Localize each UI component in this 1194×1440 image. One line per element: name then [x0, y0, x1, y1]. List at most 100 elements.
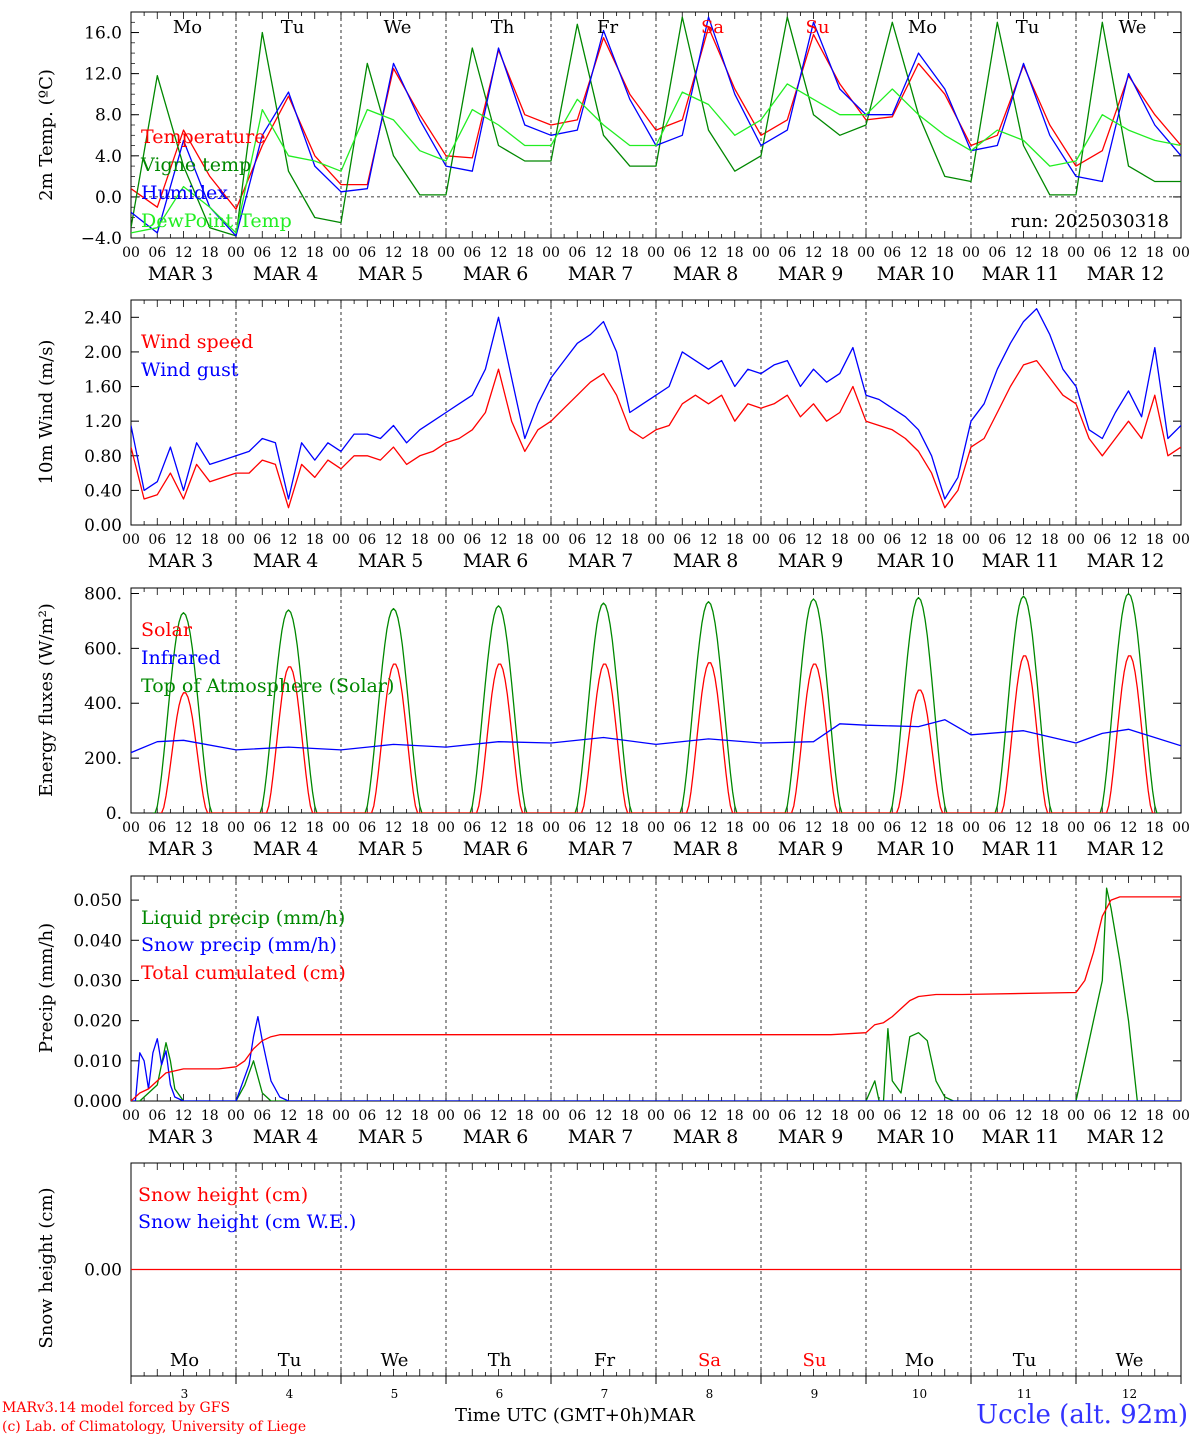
hour-label: 06 — [988, 532, 1006, 548]
hour-label: 12 — [1015, 1108, 1033, 1124]
hour-label: 12 — [805, 820, 823, 836]
hour-label: 06 — [253, 820, 271, 836]
hour-label: 06 — [778, 532, 796, 548]
hour-label: 06 — [883, 820, 901, 836]
date-label: MAR 5 — [358, 263, 424, 285]
hour-label: 12 — [700, 532, 718, 548]
hour-label: 00 — [122, 245, 140, 261]
hour-label: 06 — [463, 820, 481, 836]
series-line-temperature — [131, 26, 1181, 210]
hour-label: 18 — [831, 245, 849, 261]
date-label: MAR 9 — [778, 838, 844, 860]
date-label: MAR 4 — [253, 1126, 319, 1148]
date-number-label: 10 — [912, 1387, 927, 1401]
plot-frame — [130, 299, 1182, 526]
x-axis-title: Time UTC (GMT+0h)MAR — [455, 1405, 695, 1426]
hour-label: 00 — [1067, 820, 1085, 836]
date-label: MAR 6 — [463, 550, 529, 572]
hour-label: 00 — [1067, 1108, 1085, 1124]
weekday-top-label: Su — [806, 17, 830, 38]
weekday-top-label: Th — [491, 17, 515, 38]
y-tick-label: 2.40 — [84, 308, 122, 328]
date-label: MAR 10 — [877, 838, 955, 860]
legend-entry: Snow height (cm) — [138, 1184, 308, 1206]
y-tick-label: 0.80 — [84, 447, 122, 467]
hour-label: 18 — [1146, 532, 1164, 548]
y-axis-title: 10m Wind (m/s) — [36, 340, 57, 485]
y-tick-label: 8.0 — [95, 106, 122, 126]
hour-label: 12 — [595, 1108, 613, 1124]
hour-label: 18 — [516, 245, 534, 261]
hour-label: 00 — [227, 1108, 245, 1124]
hour-label: 06 — [883, 532, 901, 548]
hour-label: 06 — [673, 820, 691, 836]
hour-label: 12 — [175, 245, 193, 261]
y-axis-title: 2m Temp. (ºC) — [36, 69, 57, 201]
hour-label: 00 — [962, 245, 980, 261]
weekday-top-label: Mo — [173, 17, 202, 38]
hour-label: 06 — [988, 245, 1006, 261]
y-tick-label: 0.040 — [73, 931, 122, 951]
hour-label: 00 — [752, 1108, 770, 1124]
hour-label: 00 — [437, 532, 455, 548]
hour-label: 06 — [358, 245, 376, 261]
hour-label: 06 — [883, 1108, 901, 1124]
hour-label: 00 — [752, 245, 770, 261]
y-tick-label: 200. — [84, 749, 122, 769]
date-label: MAR 10 — [877, 263, 955, 285]
hour-label: 00 — [542, 1108, 560, 1124]
date-label: MAR 9 — [778, 263, 844, 285]
hour-label: 18 — [1041, 820, 1059, 836]
series-line-total-cumulated-cm- — [131, 896, 1181, 1101]
hour-label: 18 — [936, 1108, 954, 1124]
hour-label: 06 — [778, 820, 796, 836]
hour-label: 12 — [910, 1108, 928, 1124]
hour-label: 12 — [910, 245, 928, 261]
x-axis-title-text: Time UTC (GMT+0h) — [455, 1405, 650, 1426]
date-number-label: 4 — [286, 1387, 294, 1401]
hour-label: 00 — [962, 1108, 980, 1124]
hour-label: 00 — [542, 820, 560, 836]
weekday-top-label: Mo — [908, 17, 937, 38]
date-label: MAR 7 — [568, 1126, 634, 1148]
hour-label: 00 — [1067, 532, 1085, 548]
date-label: MAR 10 — [877, 1126, 955, 1148]
hour-label: 12 — [490, 820, 508, 836]
hour-label: 00 — [227, 245, 245, 261]
hour-label: 12 — [175, 820, 193, 836]
date-label: MAR 4 — [253, 263, 319, 285]
hour-label: 00 — [122, 1108, 140, 1124]
hour-label: 06 — [673, 532, 691, 548]
y-axis-title: Snow height (cm) — [36, 1187, 57, 1348]
hour-label: 12 — [175, 1108, 193, 1124]
hour-label: 18 — [936, 532, 954, 548]
date-label: MAR 12 — [1087, 550, 1165, 572]
date-label: MAR 8 — [673, 550, 739, 572]
hour-label: 12 — [280, 245, 298, 261]
hour-label: 18 — [411, 245, 429, 261]
series-line-liquid-precip-mm-h- — [131, 887, 1181, 1101]
y-tick-label: 0.000 — [73, 1092, 122, 1112]
legend-entry: Humidex — [141, 182, 228, 204]
date-label: MAR 11 — [982, 550, 1060, 572]
toa-solar-line — [152, 592, 1160, 813]
weekday-top-label: We — [384, 17, 412, 38]
hour-label: 12 — [910, 532, 928, 548]
hour-label: 06 — [148, 820, 166, 836]
hour-label: 00 — [752, 532, 770, 548]
legend-entry: Liquid precip (mm/h) — [141, 907, 345, 929]
y-tick-label: 1.60 — [84, 378, 122, 398]
hour-label: 12 — [1120, 1108, 1138, 1124]
model-credit: MARv3.14 model forced by GFS — [2, 1400, 231, 1416]
hour-label: 00 — [1172, 532, 1190, 548]
hour-label: 12 — [280, 820, 298, 836]
hour-label: 12 — [385, 532, 403, 548]
date-number-label: 8 — [706, 1387, 714, 1401]
hour-label: 00 — [1172, 1108, 1190, 1124]
hour-label: 00 — [332, 245, 350, 261]
hour-label: 12 — [1015, 820, 1033, 836]
hour-label: 00 — [1067, 245, 1085, 261]
hour-label: 18 — [831, 820, 849, 836]
hour-label: 18 — [306, 820, 324, 836]
hour-label: 12 — [595, 245, 613, 261]
